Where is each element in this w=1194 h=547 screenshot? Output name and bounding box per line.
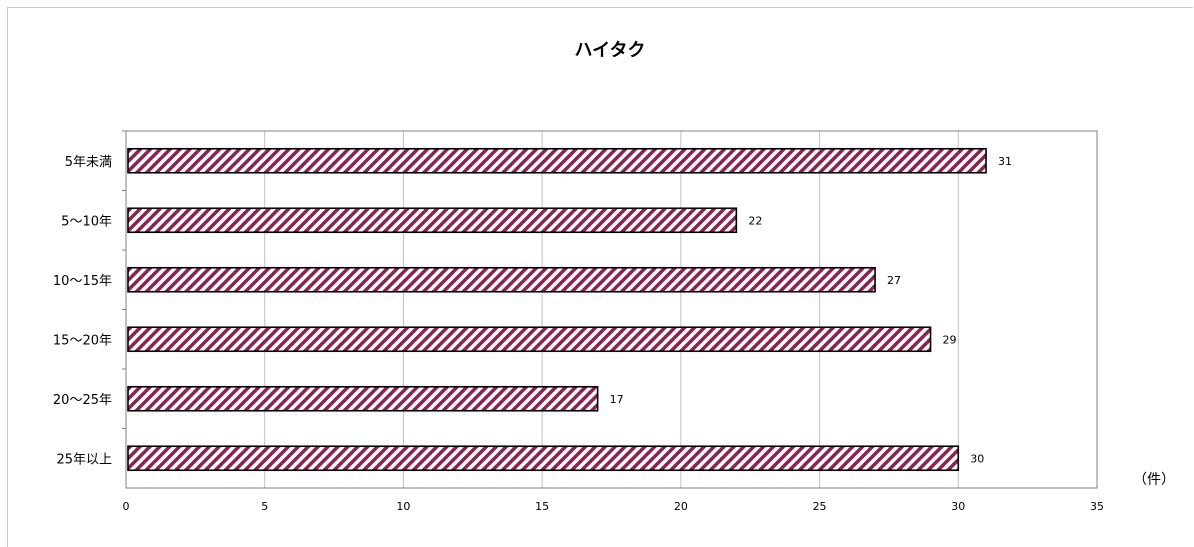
category-labels: 5年未満 5～10年 10～15年 15～20年 20～25年 25年以上 xyxy=(53,155,112,468)
bar xyxy=(127,385,599,412)
bar xyxy=(127,326,932,353)
grid-lines xyxy=(264,131,959,488)
chart-title: ハイタク xyxy=(575,40,646,61)
bar xyxy=(127,266,876,293)
category-label: 25年以上 xyxy=(56,452,112,467)
category-label: 10～15年 xyxy=(53,274,112,289)
data-label: 17 xyxy=(610,393,624,406)
data-label: 31 xyxy=(998,155,1012,168)
x-tick-label: 0 xyxy=(123,500,130,513)
x-tick-label: 15 xyxy=(535,500,549,513)
x-tick-label: 35 xyxy=(1090,500,1104,513)
plot-area xyxy=(125,130,1098,489)
chart-frame xyxy=(7,7,1193,547)
bar xyxy=(127,147,987,174)
category-label: 20～25年 xyxy=(53,393,112,408)
data-label: 30 xyxy=(970,452,984,465)
x-tick-label: 25 xyxy=(813,500,827,513)
category-label: 5～10年 xyxy=(61,214,112,229)
category-label: 5年未満 xyxy=(65,155,112,170)
x-tick-label: 20 xyxy=(674,500,688,513)
data-label: 29 xyxy=(943,333,957,346)
x-axis-ticks: 0 5 10 15 20 25 30 35 xyxy=(123,500,1105,513)
x-tick-label: 5 xyxy=(261,500,268,513)
x-tick-label: 10 xyxy=(396,500,410,513)
bars xyxy=(122,130,987,472)
bar xyxy=(127,445,960,472)
x-axis-unit: （件） xyxy=(1133,472,1175,488)
bar xyxy=(127,207,738,234)
x-tick-label: 30 xyxy=(951,500,965,513)
data-label: 22 xyxy=(748,214,762,227)
data-label: 27 xyxy=(887,274,901,287)
data-labels: 31 22 27 29 17 30 xyxy=(610,155,1012,466)
category-label: 15～20年 xyxy=(53,333,112,348)
